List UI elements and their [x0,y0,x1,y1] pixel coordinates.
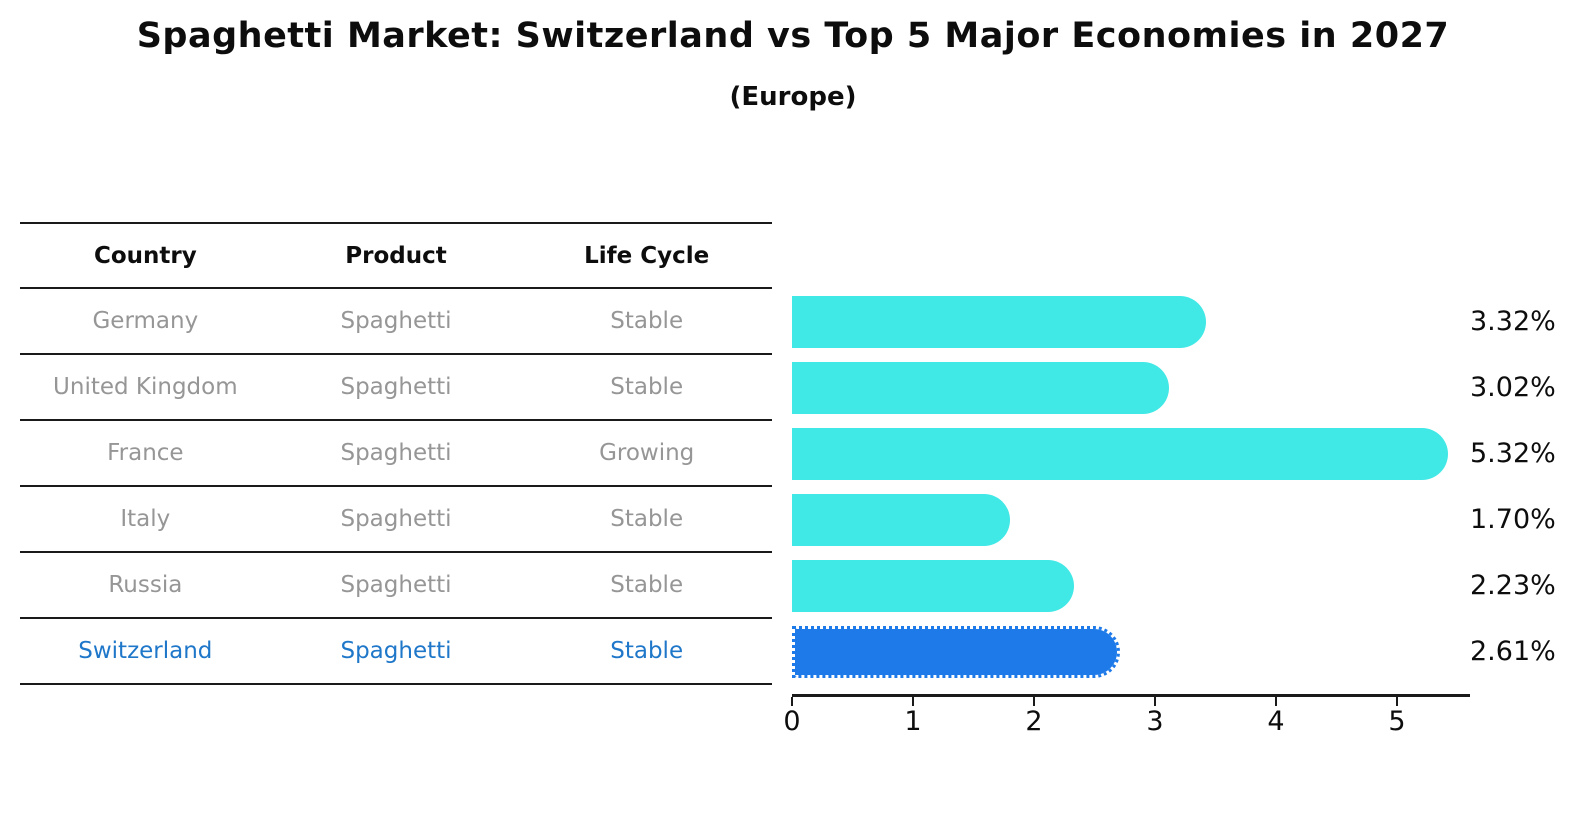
cell-country: Germany [92,308,199,334]
table-row-france: France Spaghetti Growing [20,421,772,487]
x-axis-tick-mark [1396,697,1398,706]
table-row-italy: Italy Spaghetti Stable [20,487,772,553]
table-row-united-kingdom: United Kingdom Spaghetti Stable [20,355,772,421]
column-header-country: Country [93,242,197,269]
x-axis-tick-label: 3 [1146,706,1164,737]
x-axis-tick-label: 4 [1267,706,1285,737]
table-header-row: Country Product Life Cycle [20,222,772,289]
value-label-switzerland: 2.61% [1470,636,1556,667]
cell-life-cycle: Stable [610,374,684,400]
cell-country: Italy [120,506,171,532]
x-axis-tick-mark [1154,697,1156,706]
bar-italy [792,494,1010,546]
cell-life-cycle: Stable [610,308,684,334]
cell-product: Spaghetti [340,374,452,400]
column-header-product: Product [345,242,447,269]
column-header-life-cycle: Life Cycle [584,242,710,269]
table-row-germany: Germany Spaghetti Stable [20,289,772,355]
table-row-russia: Russia Spaghetti Stable [20,553,772,619]
cell-life-cycle: Growing [599,440,695,466]
value-label-germany: 3.32% [1470,306,1556,337]
data-table: Country Product Life Cycle Germany Spaghetti… [20,222,772,685]
x-axis-tick-label: 2 [1025,706,1043,737]
x-axis-tick-label: 0 [783,706,801,737]
cell-product: Spaghetti [340,572,452,598]
x-axis-tick-mark [1275,697,1277,706]
x-axis-tick-mark [1033,697,1035,706]
x-axis-tick-mark [791,697,793,706]
bar-switzerland [792,626,1120,678]
chart-title: Spaghetti Market: Switzerland vs Top 5 M… [136,16,1450,56]
cell-product: Spaghetti [340,308,452,334]
cell-country: France [107,440,184,466]
cell-product: Spaghetti [340,440,452,466]
value-label-italy: 1.70% [1470,504,1556,535]
cell-country: Russia [108,572,183,598]
x-axis-tick-label: 5 [1388,706,1406,737]
bar-germany [792,296,1206,348]
bar-russia [792,560,1074,612]
x-axis-line [792,694,1470,697]
value-label-russia: 2.23% [1470,570,1556,601]
cell-product: Spaghetti [340,506,452,532]
cell-country: United Kingdom [53,374,238,400]
chart-subtitle: (Europe) [729,82,857,112]
value-label-united-kingdom: 3.02% [1470,372,1556,403]
cell-country: Switzerland [78,638,213,664]
cell-product: Spaghetti [340,638,452,664]
value-label-france: 5.32% [1470,438,1556,469]
cell-life-cycle: Stable [610,572,684,598]
table-row-switzerland: Switzerland Spaghetti Stable [20,619,772,685]
bar-united-kingdom [792,362,1170,414]
cell-life-cycle: Stable [610,638,684,664]
cell-life-cycle: Stable [610,506,684,532]
bar-france [792,428,1448,480]
x-axis-tick-mark [912,697,914,706]
x-axis-tick-label: 1 [904,706,922,737]
